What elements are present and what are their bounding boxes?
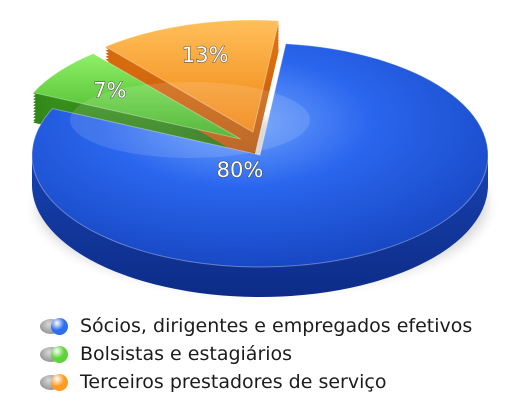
legend-marker-icon [40, 372, 76, 392]
legend-label: Bolsistas e estagiários [80, 343, 293, 365]
legend-item-terceiros: Terceiros prestadores de serviço [40, 368, 472, 396]
pie-slice-socios[interactable] [31, 43, 489, 268]
data-label-bolsistas: 7% [93, 78, 126, 102]
legend-item-socios: Sócios, dirigentes e empregados efetivos [40, 312, 472, 340]
data-label-socios: 80% [217, 158, 264, 182]
legend-marker-icon [40, 316, 76, 336]
pie-slice-bolsistas[interactable] [32, 53, 241, 140]
legend-label: Terceiros prestadores de serviço [80, 371, 387, 393]
pie-slice-terceiros[interactable] [104, 19, 280, 133]
pie-gloss [70, 82, 310, 158]
legend-marker-icon [40, 344, 76, 364]
legend-label: Sócios, dirigentes e empregados efetivos [80, 315, 473, 337]
legend-item-bolsistas: Bolsistas e estagiários [40, 340, 472, 368]
legend: Sócios, dirigentes e empregados efetivos… [40, 312, 472, 396]
pie-chart: 80% 7% 13% [31, 19, 489, 298]
data-label-terceiros: 13% [182, 43, 229, 67]
